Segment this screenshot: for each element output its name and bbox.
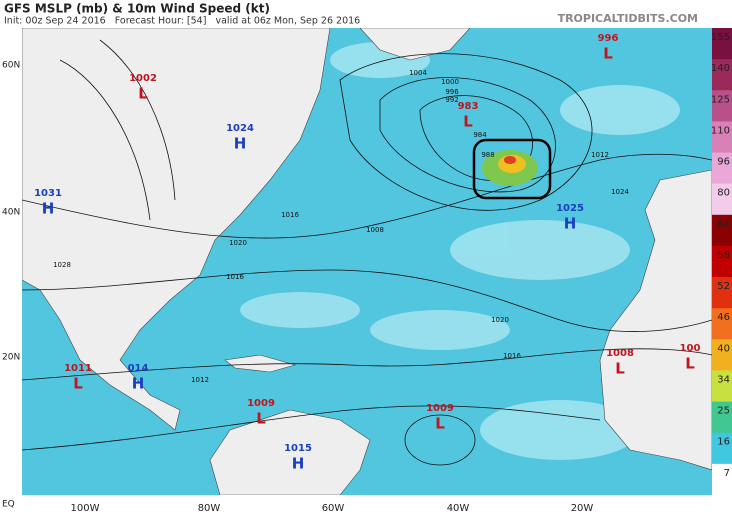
isobar-label: 1028	[53, 261, 71, 269]
colorbar-segment	[712, 370, 732, 403]
title: GFS MSLP (mb) & 10m Wind Speed (kt)	[4, 2, 270, 16]
pressure-symbol: L	[138, 85, 148, 103]
colorbar-label: 80	[717, 188, 730, 199]
longitude-label: 40W	[447, 503, 470, 514]
colorbar: 155 140 125 110 96 80 64 58 52 46 40 34 25 16 7	[711, 28, 732, 496]
pressure-symbol: L	[603, 45, 613, 63]
isobar-label: 988	[481, 151, 494, 159]
isobar-label: 1016	[503, 352, 521, 360]
pressure-value: 1009	[247, 398, 275, 409]
colorbar-label: 52	[717, 281, 730, 292]
longitude-label: 80W	[198, 503, 221, 514]
colorbar-segment	[712, 432, 732, 465]
colorbar-segment	[712, 339, 732, 371]
colorbar-label: 155	[711, 32, 730, 43]
colorbar-segment	[712, 152, 732, 185]
isobar-label: 1024	[611, 188, 629, 196]
longitude-label: 100W	[71, 503, 100, 514]
isobar-label: 1016	[226, 273, 244, 281]
colorbar-segment	[712, 245, 732, 278]
pressure-value: 1025	[556, 203, 584, 214]
colorbar-label: 46	[717, 312, 730, 323]
colorbar-segment	[712, 121, 732, 154]
pressure-symbol: H	[292, 455, 305, 473]
latitude-label: 20N	[2, 353, 20, 363]
colorbar-label: 58	[717, 250, 730, 261]
isobar-label: 1008	[366, 226, 384, 234]
colorbar-segment	[712, 277, 732, 309]
colorbar-label: 96	[717, 157, 730, 168]
pressure-value: 100	[680, 343, 701, 354]
isobar-label: 1012	[191, 376, 209, 384]
isobar-label: 1020	[229, 239, 247, 247]
longitude-label: 20W	[571, 503, 594, 514]
pressure-value: 014	[128, 363, 149, 374]
pressure-value: 996	[598, 33, 619, 44]
highlight-box	[472, 138, 552, 200]
pressure-symbol: H	[42, 200, 55, 218]
wind-max-peak	[504, 156, 516, 164]
pressure-symbol: L	[615, 360, 625, 378]
wind-patches	[240, 42, 680, 460]
pressure-value: 1024	[226, 123, 254, 134]
pressure-value: 1015	[284, 443, 312, 454]
colorbar-label: 34	[717, 374, 730, 385]
longitude-label: 60W	[322, 503, 345, 514]
land	[22, 28, 712, 495]
subtitle: Init: 00z Sep 24 2016 Forecast Hour: [54…	[4, 16, 360, 27]
pressure-symbol: L	[463, 113, 473, 131]
pressure-symbol: H	[132, 375, 145, 393]
pressure-symbol: L	[73, 375, 83, 393]
pressure-symbol: L	[256, 410, 266, 428]
colorbar-label: 125	[711, 94, 730, 105]
colorbar-segment	[712, 59, 732, 91]
pressure-value: 1011	[64, 363, 92, 374]
colorbar-segment	[712, 183, 732, 216]
isobar-label: 1016	[281, 211, 299, 219]
pressure-value: 1002	[129, 73, 157, 84]
colorbar-label: 40	[717, 343, 730, 354]
colorbar-label: 140	[711, 63, 730, 74]
colorbar-label: 64	[717, 219, 730, 230]
colorbar-segment	[712, 401, 732, 434]
pressure-value: 1009	[426, 403, 454, 414]
pressure-value: 1031	[34, 188, 62, 199]
latitude-label: 60N	[2, 61, 20, 71]
colorbar-label: 25	[717, 406, 730, 417]
pressure-value: 1008	[606, 348, 634, 359]
colorbar-segment	[712, 90, 732, 122]
colorbar-label: 110	[711, 125, 730, 136]
map	[22, 28, 712, 495]
isobar-label: 996	[445, 88, 459, 96]
isobar-label: 1004	[409, 69, 427, 77]
colorbar-segment	[712, 214, 732, 247]
colorbar-segment	[712, 28, 732, 60]
colorbar-label: 7	[724, 468, 730, 479]
pressure-value: 983	[458, 101, 479, 112]
pressure-symbol: L	[435, 415, 445, 433]
isobar-label: 1020	[491, 316, 509, 324]
source: TROPICALTIDBITS.COM	[558, 12, 698, 25]
isobar-label: 1000	[441, 78, 459, 86]
pressure-symbol: H	[564, 215, 577, 233]
isobars	[22, 39, 712, 466]
pressure-symbol: L	[685, 355, 695, 373]
latitude-label: EQ	[2, 500, 15, 510]
latitude-label: 40N	[2, 208, 20, 218]
pressure-symbol: H	[234, 135, 247, 153]
colorbar-segment	[712, 308, 732, 340]
isobar-label: 992	[445, 96, 458, 104]
isobar-label: 984	[473, 131, 487, 139]
isobar-label: 1012	[591, 151, 609, 159]
colorbar-label: 16	[717, 437, 730, 448]
colorbar-segment	[712, 463, 732, 496]
